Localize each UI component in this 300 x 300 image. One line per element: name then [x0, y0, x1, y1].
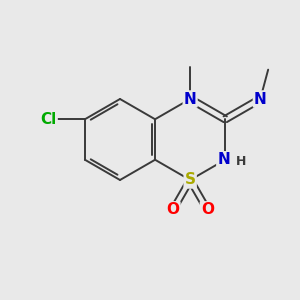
- Text: H: H: [236, 155, 246, 168]
- Text: N: N: [217, 152, 230, 167]
- Text: O: O: [201, 202, 214, 217]
- Text: N: N: [184, 92, 197, 106]
- Text: S: S: [184, 172, 196, 188]
- Text: Cl: Cl: [40, 112, 57, 127]
- Text: N: N: [254, 92, 267, 106]
- Text: O: O: [167, 202, 179, 217]
